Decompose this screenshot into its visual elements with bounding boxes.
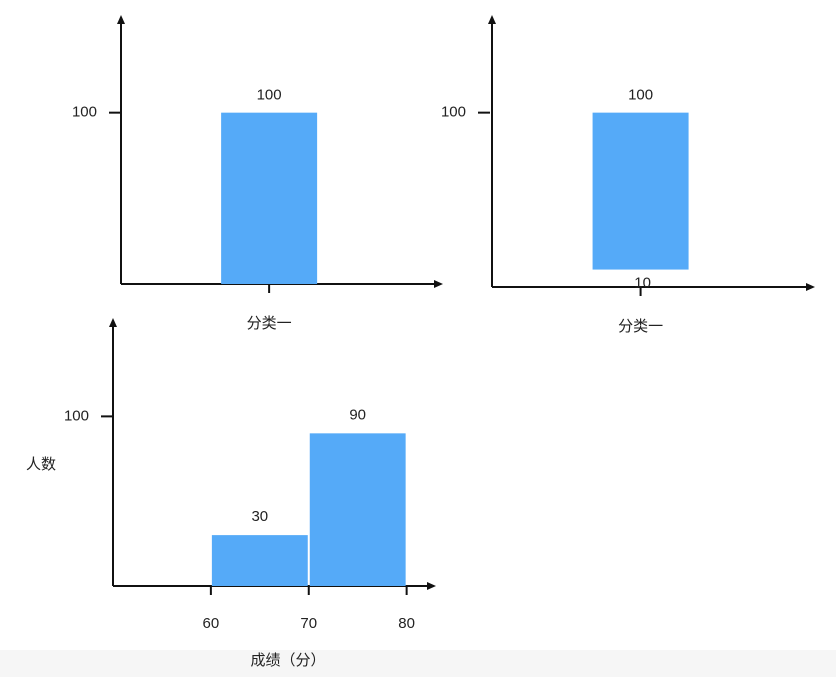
arrow: [806, 283, 815, 291]
value-label: 100: [628, 87, 653, 104]
value-label: 90: [349, 406, 366, 423]
x-tick-label: 80: [398, 615, 415, 632]
arrow: [427, 582, 436, 590]
value-label: 30: [251, 508, 268, 525]
x-axis-label: 成绩（分）: [250, 652, 325, 669]
value-label: 100: [257, 87, 282, 104]
bar: [309, 433, 406, 586]
x-tick-label: 60: [203, 615, 220, 632]
bar: [221, 112, 318, 285]
value-label: 10: [634, 275, 651, 292]
bar: [592, 112, 689, 270]
arrow: [488, 15, 496, 24]
y-tick-label: 100: [64, 407, 89, 424]
bar: [211, 535, 308, 586]
x-tick-label: 分类一: [247, 315, 292, 332]
y-tick-label: 100: [441, 104, 466, 121]
x-tick-label: 分类一: [618, 318, 663, 335]
arrow: [434, 280, 443, 288]
x-tick-label: 70: [300, 615, 317, 632]
y-tick-label: 100: [72, 104, 97, 121]
arrow: [109, 318, 117, 327]
y-axis-label: 人数: [26, 456, 56, 473]
bottom-band: [0, 650, 836, 677]
arrow: [117, 15, 125, 24]
